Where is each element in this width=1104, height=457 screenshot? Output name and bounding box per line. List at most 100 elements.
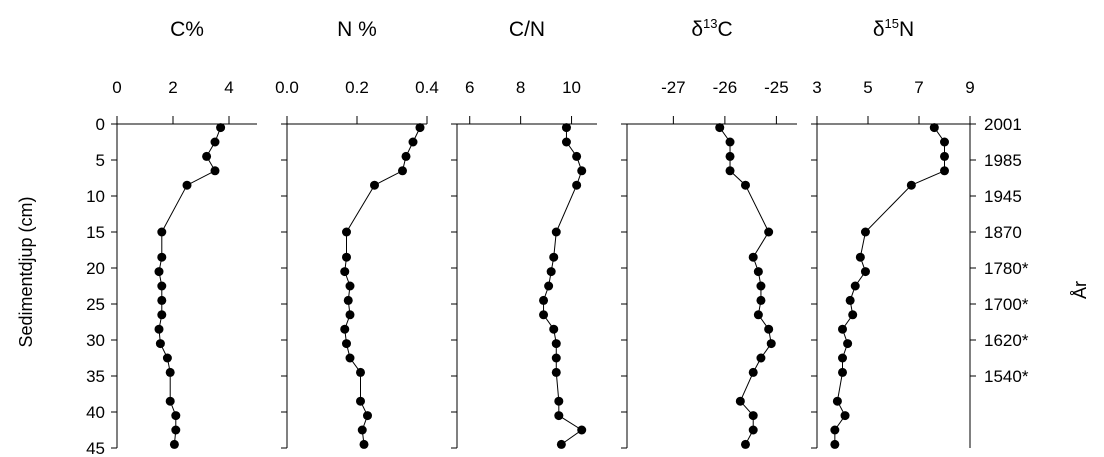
data-point [756, 353, 766, 363]
data-point [572, 180, 582, 190]
panel-title: δ13C [691, 16, 732, 41]
data-point [210, 166, 220, 176]
y-tick-label: 35 [86, 367, 105, 386]
data-point [756, 281, 766, 291]
year-tick-label: 1700* [984, 295, 1029, 314]
data-point [838, 367, 847, 377]
data-point [843, 339, 853, 349]
data-point [549, 252, 559, 262]
data-point [860, 267, 870, 277]
data-point [940, 151, 949, 161]
data-point [356, 367, 365, 377]
data-point [561, 137, 571, 147]
data-point [210, 137, 220, 147]
data-point [155, 339, 165, 349]
year-tick-label: 1985 [984, 151, 1022, 170]
data-point [554, 411, 564, 421]
x-tick-label: 2 [168, 78, 177, 97]
data-point [165, 367, 175, 377]
data-point [342, 252, 351, 262]
x-tick-label: 0 [112, 78, 121, 97]
data-point [171, 411, 181, 421]
y-tick-label: 10 [86, 187, 105, 206]
data-point [845, 295, 855, 305]
data-point [748, 367, 758, 377]
data-point [556, 439, 566, 449]
data-point [157, 295, 167, 305]
data-point [838, 324, 847, 334]
y-tick-label: 45 [86, 439, 105, 457]
x-tick-label: -27 [661, 78, 686, 97]
data-point [860, 227, 870, 237]
data-point [561, 123, 571, 133]
data-point [408, 137, 418, 147]
data-point [753, 267, 763, 277]
data-point [157, 252, 167, 262]
panel-2: N % 0.0 0.2 0.4 [275, 18, 439, 449]
data-point [830, 425, 840, 435]
data-point [401, 151, 411, 161]
data-point [855, 252, 865, 262]
x-tick-label: 4 [224, 78, 233, 97]
data-point [546, 267, 556, 277]
data-point [832, 396, 842, 406]
data-point [848, 310, 858, 320]
x-tick-label: 6 [465, 78, 474, 97]
x-tick-label: 8 [516, 78, 525, 97]
data-point [725, 151, 735, 161]
data-point [940, 166, 949, 176]
data-point [157, 227, 167, 237]
data-point [340, 267, 350, 277]
data-point [929, 123, 939, 133]
x-tick-label: 3 [812, 78, 821, 97]
data-point [345, 281, 355, 291]
data-point [764, 324, 774, 334]
year-tick-label: 1620* [984, 331, 1029, 350]
y-tick-label: 30 [86, 331, 105, 350]
panels-group: C% 0 2 4 N % 0.0 0.2 0.4 C/N 6 8 10 δ13C -27 -26 -25 δ15… [111, 16, 975, 449]
year-tick-label: 1945 [984, 187, 1022, 206]
data-point [725, 166, 735, 176]
data-point [359, 439, 369, 449]
data-point [356, 396, 365, 406]
data-point [539, 295, 549, 305]
x-tick-label: -26 [713, 78, 738, 97]
panel-title: C% [170, 18, 204, 41]
panel-title: N % [337, 18, 377, 41]
data-point [216, 123, 226, 133]
data-point [162, 353, 172, 363]
year-tick-label: 2001 [984, 115, 1022, 134]
data-point [748, 252, 758, 262]
data-point [554, 396, 564, 406]
data-line [344, 127, 421, 445]
panel-4: δ13C -27 -26 -25 [621, 16, 797, 449]
panel-1: C% 0 2 4 [111, 18, 257, 449]
x-tick-label: 0.2 [345, 78, 369, 97]
data-point [154, 324, 164, 334]
panel-5: δ15N 3 5 7 9 [811, 16, 975, 449]
data-point [342, 339, 351, 349]
data-point [551, 353, 561, 363]
data-point [202, 151, 212, 161]
data-point [345, 353, 355, 363]
year-axis: 2001 1985 1945 1870 1780* 1700* 1620* 1540* [969, 115, 1029, 448]
depth-axis: 0 5 10 15 20 25 30 35 40 45 [86, 115, 105, 457]
data-point [551, 227, 561, 237]
y-tick-label: 5 [96, 151, 105, 170]
data-point [345, 310, 355, 320]
data-point [830, 439, 840, 449]
data-point [370, 180, 379, 190]
data-point [169, 439, 179, 449]
data-point [740, 180, 750, 190]
data-point [182, 180, 192, 190]
y-tick-label: 0 [96, 115, 105, 134]
data-point [735, 396, 745, 406]
x-tick-label: 9 [965, 78, 974, 97]
data-point [157, 281, 167, 291]
x-tick-label: 0.0 [275, 78, 299, 97]
data-point [363, 411, 372, 421]
x-tick-label: 7 [914, 78, 923, 97]
year-tick-label: 1870 [984, 223, 1022, 242]
data-point [551, 367, 561, 377]
